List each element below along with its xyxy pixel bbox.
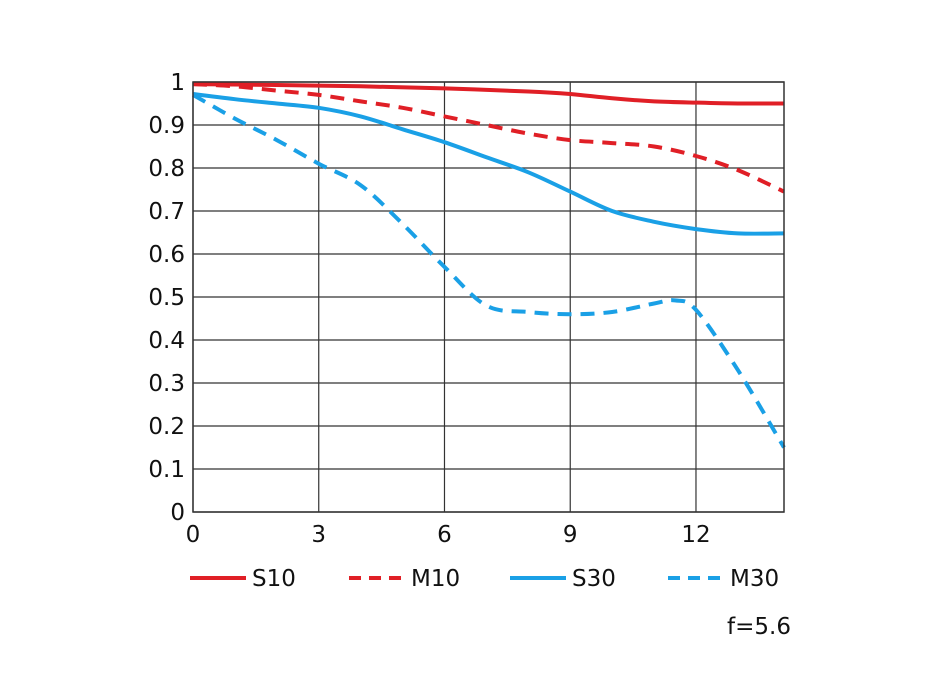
legend-label-s10: S10: [252, 566, 296, 592]
x-tick-label: 0: [186, 522, 201, 548]
y-tick-label: 0.1: [148, 457, 185, 483]
aperture-note: f=5.6: [727, 614, 791, 640]
y-tick-label: 0.5: [148, 285, 185, 311]
y-tick-label: 0.2: [148, 414, 185, 440]
y-axis-tick-labels: 0 0.1 0.2 0.3 0.4 0.5 0.6 0.7 0.8 0.9 1: [148, 70, 185, 526]
y-tick-label: 0.6: [148, 242, 185, 268]
y-tick-label: 0.9: [148, 113, 185, 139]
series-line-s30: [192, 92, 785, 236]
legend: S10 M10 S30 M30: [190, 566, 779, 592]
series-line-m30: [192, 93, 786, 449]
chart-series: [192, 82, 786, 449]
x-tick-label: 12: [681, 522, 710, 548]
x-tick-label: 3: [311, 522, 326, 548]
legend-label-m30: M30: [730, 566, 779, 592]
plot-frame: [192, 81, 785, 513]
series-line-s10: [192, 82, 785, 106]
y-tick-label: 1: [170, 70, 185, 96]
chart-grid: [192, 81, 784, 513]
y-tick-label: 0.7: [148, 199, 185, 225]
x-tick-label: 9: [563, 522, 578, 548]
legend-label-m10: M10: [411, 566, 460, 592]
y-tick-label: 0.8: [148, 156, 185, 182]
series-line-m10: [192, 82, 785, 194]
legend-label-s30: S30: [572, 566, 616, 592]
y-tick-label: 0: [170, 500, 185, 526]
x-tick-label: 6: [437, 522, 452, 548]
y-tick-label: 0.3: [148, 371, 185, 397]
x-axis-tick-labels: 0 3 6 9 12: [186, 522, 711, 548]
y-tick-label: 0.4: [148, 328, 185, 354]
